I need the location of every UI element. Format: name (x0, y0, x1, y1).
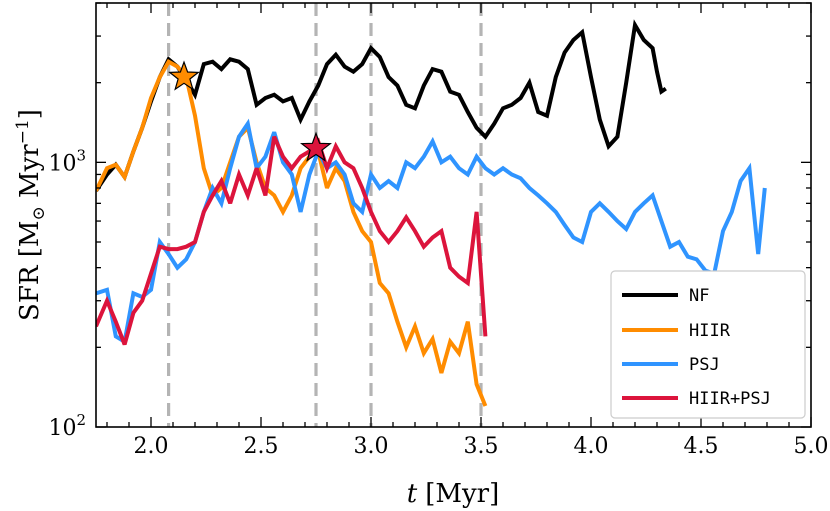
x-tick-label: 2.0 (134, 434, 169, 459)
legend-label-nf: NF (689, 286, 709, 306)
star-markers (168, 60, 332, 162)
tick-labels: 2.0 2.5 3.0 3.5 4.0 4.5 5.0 102 103 (48, 146, 828, 459)
axis-ticks (96, 2, 812, 428)
y-tick-label: 103 (48, 146, 86, 176)
legend-box (610, 270, 806, 419)
star-marker-0 (168, 60, 200, 91)
series-line-psj (96, 118, 767, 345)
plot-frame (95, 2, 812, 428)
x-tick-label: 3.5 (464, 434, 499, 459)
x-axis-title: t [Myr] (407, 479, 499, 509)
legend-label-hiir: HIIR (689, 321, 731, 341)
x-tick-label: 4.0 (574, 434, 609, 459)
series-line-hiir (96, 58, 488, 407)
x-tick-label: 5.0 (794, 434, 829, 459)
y-tick-label: 102 (48, 411, 86, 441)
series-line-nf (96, 19, 667, 193)
star-marker-1 (300, 131, 332, 162)
legend: NF HIIR PSJ HIIR+PSJ (610, 270, 806, 419)
x-tick-label: 3.0 (354, 434, 389, 459)
x-tick-label: 2.5 (244, 434, 279, 459)
series-lines (96, 19, 767, 407)
x-tick-label: 4.5 (684, 434, 719, 459)
y-axis-title: SFR [M⊙ Myr−1] (13, 109, 49, 321)
legend-label-psj: PSJ (689, 355, 720, 375)
series-line-hiir-psj (96, 135, 488, 346)
legend-label-hiir-psj: HIIR+PSJ (689, 389, 771, 409)
